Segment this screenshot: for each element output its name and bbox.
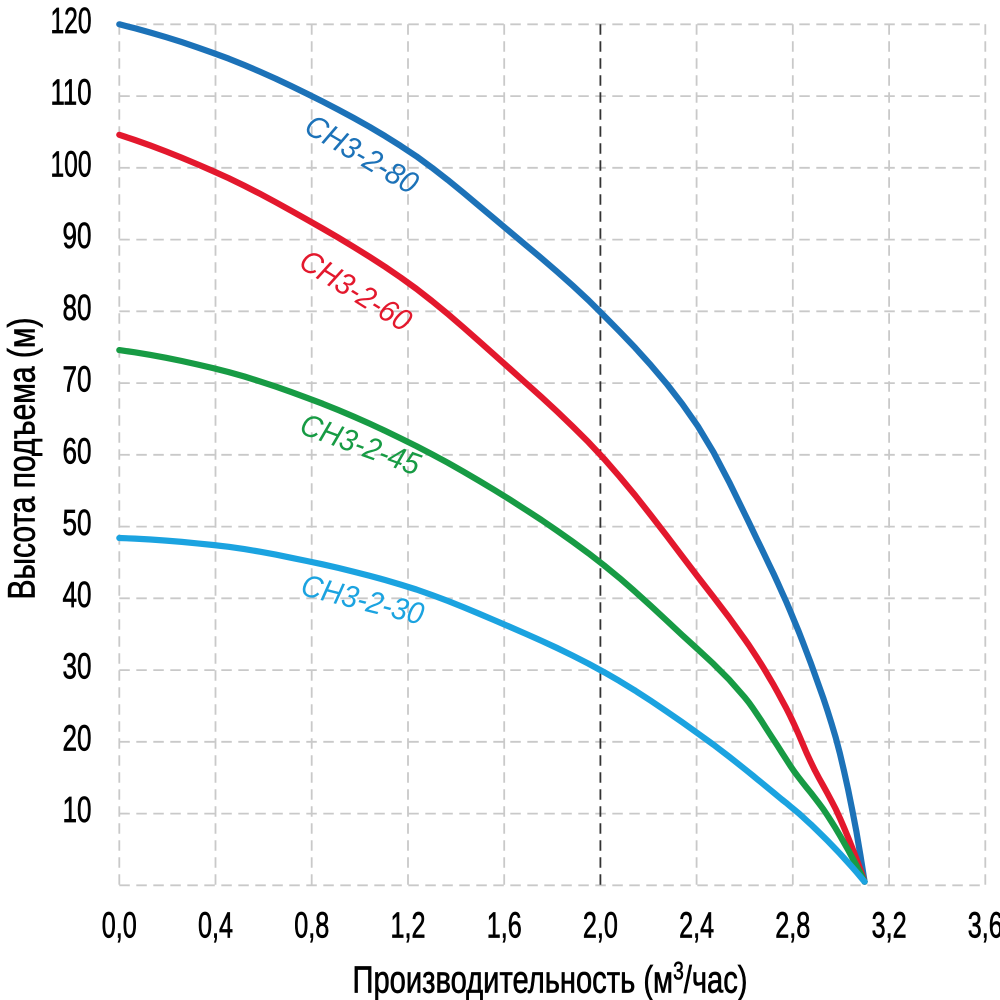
svg-text:3,6: 3,6 xyxy=(968,905,1000,946)
svg-text:100: 100 xyxy=(51,143,92,184)
svg-text:2,8: 2,8 xyxy=(775,905,810,946)
svg-text:1,2: 1,2 xyxy=(391,905,426,946)
svg-text:2,0: 2,0 xyxy=(583,905,618,946)
svg-text:Производительность (м3/час): Производительность (м3/час) xyxy=(353,958,748,1000)
svg-text:120: 120 xyxy=(51,0,92,41)
svg-text:0,8: 0,8 xyxy=(294,905,329,946)
svg-text:40: 40 xyxy=(63,574,92,615)
svg-text:80: 80 xyxy=(63,287,92,328)
svg-text:110: 110 xyxy=(51,72,92,113)
svg-text:60: 60 xyxy=(63,430,92,471)
svg-text:Высота подъема (м): Высота подъема (м) xyxy=(2,318,44,600)
svg-text:30: 30 xyxy=(63,646,92,687)
svg-text:20: 20 xyxy=(63,717,92,758)
svg-text:3,2: 3,2 xyxy=(872,905,907,946)
svg-text:0,0: 0,0 xyxy=(102,905,137,946)
svg-text:50: 50 xyxy=(63,502,92,543)
svg-text:10: 10 xyxy=(63,789,92,830)
svg-text:1,6: 1,6 xyxy=(487,905,522,946)
svg-text:90: 90 xyxy=(63,215,92,256)
svg-text:70: 70 xyxy=(63,359,92,400)
svg-text:2,4: 2,4 xyxy=(679,905,714,946)
svg-text:0,4: 0,4 xyxy=(198,905,233,946)
